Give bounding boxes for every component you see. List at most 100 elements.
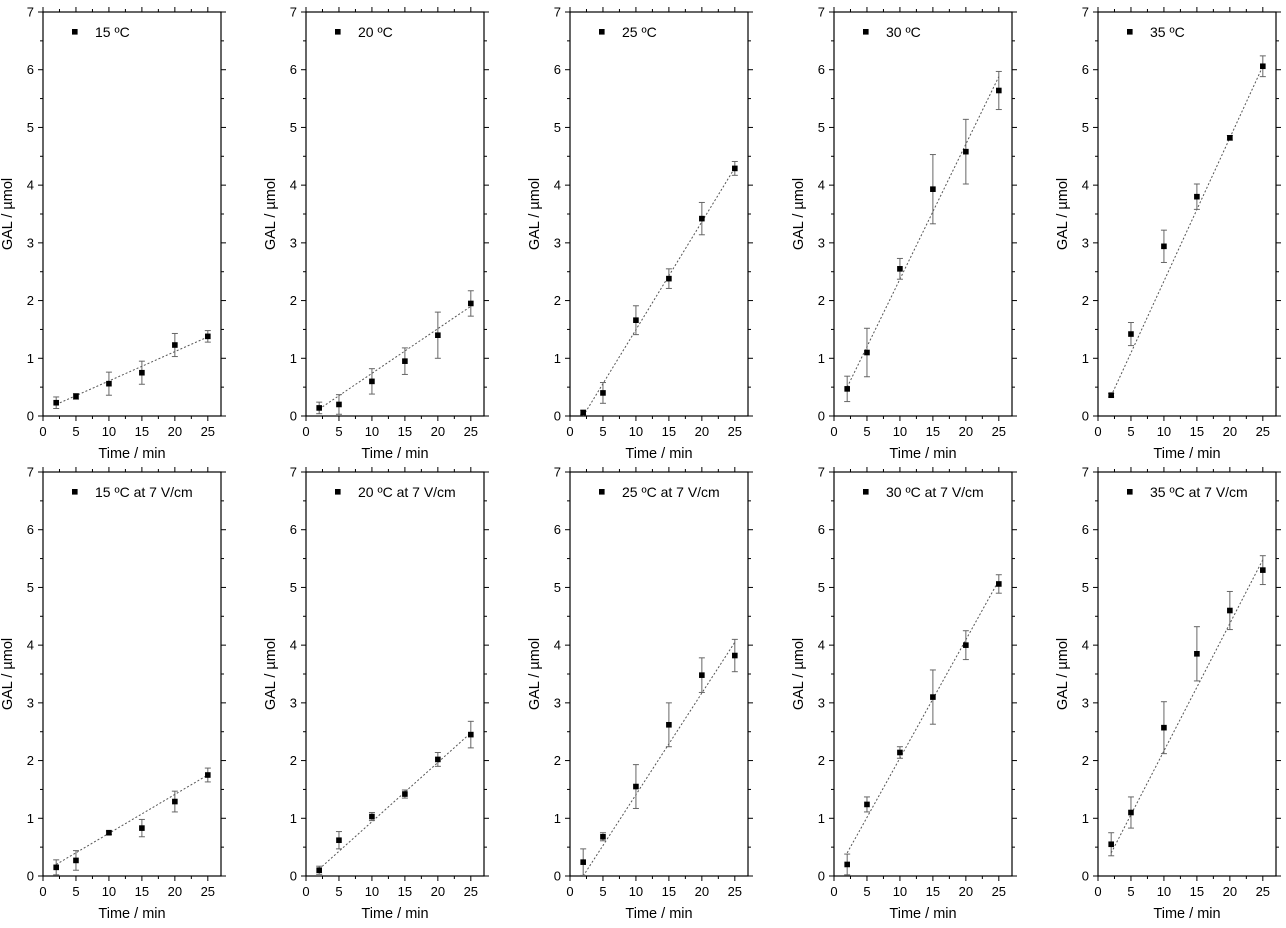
data-point: [172, 342, 178, 348]
data-point: [732, 652, 738, 659]
y-tick-label: 6: [27, 62, 34, 77]
y-tick-label: 3: [554, 695, 561, 710]
x-tick-label: 0: [1094, 424, 1101, 439]
y-tick-label: 4: [818, 178, 825, 193]
x-tick-label: 5: [1127, 424, 1134, 439]
x-tick-label: 0: [302, 884, 309, 899]
y-tick-label: 5: [290, 580, 297, 595]
data-point: [139, 369, 145, 376]
data-point: [864, 349, 870, 356]
x-tick-label: 10: [1157, 884, 1171, 899]
y-tick-label: 0: [818, 869, 825, 884]
x-tick-label: 0: [1094, 884, 1101, 899]
y-tick-label: 4: [554, 638, 561, 653]
legend-label: 20 ºC: [358, 24, 393, 40]
x-tick-label: 15: [662, 424, 676, 439]
x-tick-label: 10: [365, 884, 379, 899]
data-point: [666, 721, 672, 728]
x-tick-label: 5: [1127, 884, 1134, 899]
fit-line: [318, 305, 472, 410]
y-tick-label: 1: [554, 811, 561, 826]
x-tick-label: 15: [398, 884, 412, 899]
x-tick-label: 25: [201, 884, 215, 899]
x-tick-label: 5: [72, 424, 79, 439]
data-point: [996, 581, 1002, 587]
x-axis-title: Time / min: [98, 446, 165, 462]
legend-marker: [1127, 489, 1133, 495]
y-axis-title: GAL / µmol: [527, 638, 543, 710]
data-point: [205, 772, 211, 778]
x-tick-label: 5: [599, 424, 606, 439]
y-tick-label: 7: [554, 5, 561, 20]
legend-marker: [335, 489, 341, 495]
y-tick-label: 6: [554, 522, 561, 537]
x-tick-label: 25: [1256, 884, 1270, 899]
data-point: [1194, 651, 1200, 657]
data-point: [996, 87, 1002, 94]
legend-label: 30 ºC: [886, 24, 921, 40]
y-tick-label: 0: [290, 869, 297, 884]
data-point: [316, 405, 322, 411]
legend-marker: [72, 489, 78, 495]
y-tick-label: 3: [27, 235, 34, 250]
data-point: [435, 756, 441, 763]
y-tick-label: 7: [1082, 465, 1089, 480]
y-tick-label: 5: [818, 120, 825, 135]
y-tick-label: 0: [554, 409, 561, 424]
data-point: [336, 401, 342, 408]
data-point: [1108, 392, 1114, 399]
data-point: [930, 186, 936, 192]
y-tick-label: 1: [818, 351, 825, 366]
y-tick-label: 2: [818, 293, 825, 308]
y-tick-label: 4: [1082, 178, 1089, 193]
y-tick-label: 2: [818, 753, 825, 768]
x-tick-label: 10: [102, 424, 116, 439]
x-tick-label: 0: [830, 424, 837, 439]
x-tick-label: 15: [926, 424, 940, 439]
data-point: [844, 861, 850, 868]
legend-marker: [863, 489, 869, 495]
legend-marker: [335, 29, 341, 35]
x-tick-label: 20: [695, 424, 709, 439]
chart-panel-6: 0 1 2 3 4 5 6 7 0 5 10 15 20 25 Time / min GAL / µmol 15…: [0, 465, 226, 922]
x-axis-title: Time / min: [1153, 906, 1220, 922]
data-point: [1194, 193, 1200, 200]
x-tick-label: 20: [168, 884, 182, 899]
y-tick-label: 6: [1082, 522, 1089, 537]
data-point: [402, 791, 408, 797]
y-tick-label: 0: [290, 409, 297, 424]
chart-panel-1: 0 1 2 3 4 5 6 7 0 5 10 15 20 25 Time / min GAL / µmol 15…: [0, 5, 226, 462]
x-tick-label: 20: [431, 884, 445, 899]
y-tick-label: 3: [27, 695, 34, 710]
y-tick-label: 2: [290, 753, 297, 768]
x-tick-label: 20: [1223, 424, 1237, 439]
chart-panel-3: 0 1 2 3 4 5 6 7 0 5 10 15 20 25 Time / min GAL / µmol 25…: [527, 5, 753, 462]
data-point: [844, 386, 850, 392]
y-tick-label: 7: [290, 465, 297, 480]
x-tick-label: 10: [893, 884, 907, 899]
x-axis-title: Time / min: [361, 906, 428, 922]
legend-label: 25 ºC: [622, 24, 657, 40]
data-point: [106, 829, 112, 836]
data-point: [139, 825, 145, 831]
x-tick-label: 15: [662, 884, 676, 899]
legend-label: 15 ºC: [95, 24, 130, 40]
data-point: [1161, 243, 1167, 250]
y-tick-label: 7: [27, 5, 34, 20]
plot-frame: [833, 11, 1013, 417]
data-point: [1128, 809, 1134, 816]
data-point: [580, 859, 586, 865]
x-tick-label: 20: [431, 424, 445, 439]
y-tick-label: 3: [1082, 235, 1089, 250]
chart-panel-7: 0 1 2 3 4 5 6 7 0 5 10 15 20 25 Time / min GAL / µmol 20…: [263, 465, 489, 922]
plot-frame: [42, 11, 222, 417]
y-tick-label: 1: [290, 351, 297, 366]
y-axis-title: GAL / µmol: [263, 638, 279, 710]
y-axis-title: GAL / µmol: [1055, 178, 1071, 250]
x-tick-label: 15: [1190, 884, 1204, 899]
y-tick-label: 7: [290, 5, 297, 20]
y-tick-label: 2: [27, 293, 34, 308]
plot-frame: [305, 471, 485, 877]
x-tick-label: 10: [629, 424, 643, 439]
